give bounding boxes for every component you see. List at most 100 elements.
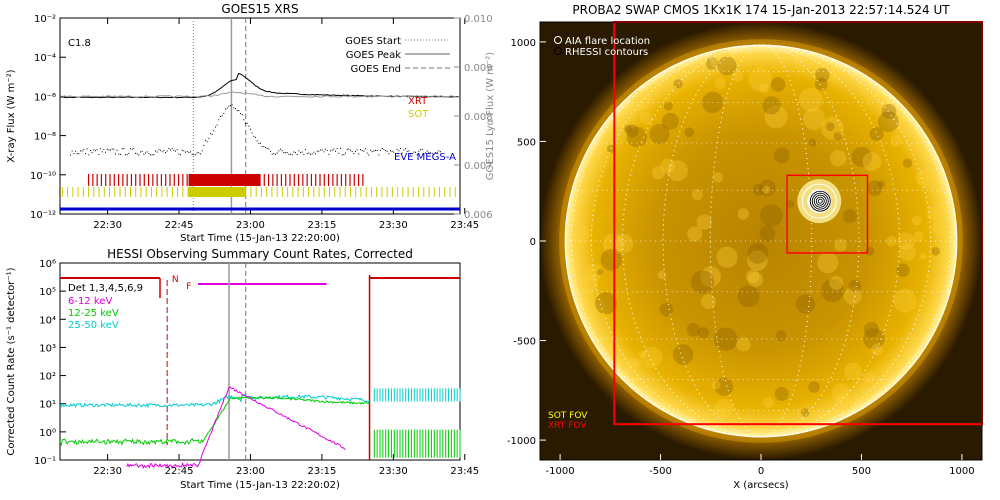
goes-short-flux-point (388, 153, 390, 155)
disk-texture-blob (747, 242, 769, 264)
legend-label: GOES Peak (346, 50, 401, 61)
goes-short-flux-point (238, 110, 240, 112)
goes-short-flux-point (406, 150, 408, 152)
goes-short-flux-point (333, 148, 335, 150)
disk-texture-blob (829, 275, 844, 291)
goes-short-flux-point (98, 153, 100, 155)
goes-short-flux-point (173, 149, 175, 151)
goes-short-flux-point (420, 149, 421, 151)
goes-short-flux-point (385, 150, 386, 152)
goes-short-flux-point (90, 149, 91, 151)
disk-texture-blob (886, 235, 897, 247)
disk-texture-blob (737, 285, 760, 308)
disk-texture-blob (817, 252, 839, 274)
disk-texture-blob (833, 132, 842, 141)
disk-texture-blob (700, 266, 721, 288)
disk-texture-blob (627, 358, 639, 370)
goes-short-flux-point (330, 150, 331, 152)
goes-short-flux-point (71, 150, 73, 152)
disk-texture-blob (752, 183, 765, 196)
goes-short-flux-point (345, 152, 346, 154)
disk-texture-blob (829, 150, 847, 167)
disk-texture-blob (913, 231, 924, 242)
goes-short-flux-point (116, 149, 118, 151)
goes-short-flux-point (350, 149, 351, 151)
goes-short-flux-point (276, 152, 278, 154)
disk-texture-blob (866, 180, 883, 196)
disk-texture-blob (764, 105, 788, 129)
y2-tick-label: 0.006 (464, 210, 493, 221)
goes-short-flux-point (430, 152, 431, 154)
x-tick-label: 23:15 (307, 466, 336, 477)
count-rate-12-25-kev (59, 395, 370, 447)
goes-short-flux-point (83, 149, 85, 151)
hessi-plot-frame (59, 262, 461, 461)
disk-texture-blob (770, 77, 786, 92)
disk-texture-blob (747, 271, 764, 288)
x-tick-label: 23:30 (379, 220, 408, 231)
goes-short-flux-point (231, 104, 233, 106)
goes-short-flux-point (393, 151, 395, 153)
disk-texture-blob (863, 321, 880, 338)
disk-texture-blob (831, 76, 838, 83)
disk-texture-blob (863, 371, 876, 384)
goes-short-flux-point (356, 149, 358, 151)
sot-fov-label: SOT FOV (548, 411, 588, 421)
y-tick-label: 10⁵ (39, 287, 56, 298)
goes-short-flux-point (383, 148, 385, 150)
rhessi-contour (817, 198, 823, 204)
xrt-fov-label: XRT FOV (548, 421, 587, 431)
disk-texture-blob (638, 350, 647, 359)
disk-texture-blob (696, 214, 713, 230)
goes-short-flux-point (161, 151, 163, 153)
goes-short-flux-point (216, 124, 218, 126)
goes-short-flux-point (205, 140, 206, 142)
goes-short-flux-point (136, 153, 138, 155)
rhessi-contour (809, 190, 831, 212)
goes-short-flux-point (303, 154, 305, 156)
flare-class-label: C1.8 (68, 38, 91, 49)
hessi-legend-1: 6-12 keV (68, 296, 112, 307)
goes-short-flux-point (293, 151, 295, 153)
goes-short-flux-point (401, 152, 403, 154)
disk-texture-blob (848, 279, 862, 293)
hessi-legend-3: 25-50 keV (68, 320, 119, 331)
goes-short-flux-point (270, 150, 271, 152)
goes-short-flux-point (110, 149, 111, 151)
y2-tick-label: 0.010 (464, 14, 493, 25)
goes-short-flux-point (88, 154, 90, 156)
goes-short-flux-point (221, 115, 223, 117)
y2-tick-label: 0.007 (464, 161, 493, 172)
xrt-coverage-block (188, 174, 260, 186)
goes-short-flux-point (226, 107, 228, 109)
goes-short-flux-point (325, 148, 326, 150)
disk-texture-blob (673, 79, 683, 89)
longitude-grid-line (621, 44, 901, 438)
swap-title: PROBA2 SWAP CMOS 1Kx1K 174 15-Jan-2013 2… (572, 3, 950, 17)
flare-flag: F (186, 282, 191, 292)
goes-short-flux-point (245, 122, 246, 124)
disk-texture-blob (795, 294, 816, 314)
rhessi-contour (813, 194, 827, 208)
goes-short-flux-point (275, 153, 276, 155)
disk-texture-blob (686, 322, 701, 337)
goes-short-flux-point (320, 149, 321, 151)
goes-short-flux-point (263, 146, 265, 148)
goes-panel: GOES15 XRS 22:30 22:45 23:00 23:15 23:30 23:45… (6, 2, 496, 244)
goes-short-flux-point (105, 151, 106, 153)
disk-texture-blob (651, 166, 665, 180)
x-tick-label: 22:30 (93, 466, 122, 477)
active-region-core (807, 189, 832, 214)
goes-short-flux-point (198, 152, 200, 154)
disk-texture-blob (714, 77, 726, 90)
y-tick-label: 10⁰ (39, 428, 56, 439)
goes-short-flux-point (436, 151, 438, 153)
goes-short-flux-point (411, 153, 413, 155)
disk-texture-blob (834, 238, 847, 252)
goes-short-flux-point (373, 150, 375, 152)
goes-short-flux-point (243, 119, 245, 121)
goes-short-flux-point (355, 151, 356, 153)
goes-short-flux-point (210, 133, 211, 135)
goes-short-flux-point (256, 140, 258, 142)
goes-short-flux-point (230, 105, 231, 107)
